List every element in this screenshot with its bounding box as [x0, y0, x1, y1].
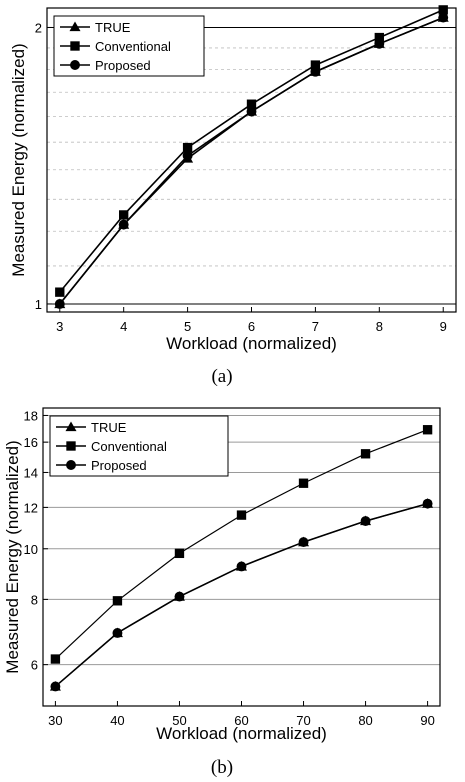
data-point-conventional: [55, 287, 65, 297]
data-point-conventional: [236, 510, 247, 520]
y-tick-label: 16: [24, 435, 38, 450]
y-tick-label: 6: [31, 658, 38, 673]
chart-a: 1 2 3 4 5 6 7 8 9 TRUE Conventional Proposed Workloa…: [9, 5, 457, 387]
data-point-conventional: [360, 449, 371, 459]
data-point-conventional: [310, 60, 321, 70]
data-point-conventional: [374, 32, 384, 43]
legend-marker-conventional: [70, 41, 80, 51]
data-point-conventional: [182, 142, 193, 153]
legend-marker-conventional: [66, 441, 76, 451]
data-point-proposed: [246, 106, 257, 117]
y-tick-label: 1: [35, 297, 42, 312]
data-point-conventional: [50, 654, 61, 664]
legend-label: Conventional: [91, 439, 167, 454]
data-point-conventional: [246, 99, 257, 109]
data-point-proposed: [118, 219, 129, 230]
x-tick-label: 5: [184, 319, 191, 334]
data-point-proposed: [298, 537, 309, 548]
data-point-proposed: [422, 498, 433, 509]
y-tick-label: 8: [31, 592, 38, 607]
x-tick-label: 7: [312, 319, 319, 334]
series-line-true: [55, 503, 428, 687]
data-point-proposed: [174, 591, 185, 602]
legend-marker-true: [65, 421, 77, 432]
data-point-proposed: [236, 561, 247, 572]
data-point-proposed: [50, 681, 61, 692]
x-tick-label: 40: [110, 713, 124, 728]
y-axis-label: Measured Energy (normalized): [9, 43, 28, 276]
legend-label: TRUE: [91, 420, 127, 435]
legend-label: Conventional: [95, 39, 171, 54]
y-tick-label: 2: [35, 20, 42, 35]
chart-b: 6 8 10 12 14 16 18 30 40 50 60 70 80 90 TRUE Convention…: [3, 407, 441, 778]
x-tick-label: 6: [248, 319, 255, 334]
data-point-proposed: [182, 150, 193, 161]
data-point-proposed: [374, 38, 385, 49]
y-tick-label: 12: [24, 500, 38, 515]
x-tick-label: 9: [440, 319, 447, 334]
data-point-proposed: [310, 66, 321, 77]
data-point-conventional: [438, 5, 448, 15]
y-tick-label: 14: [24, 465, 38, 480]
x-tick-label: 70: [296, 713, 310, 728]
x-tick-label: 8: [376, 319, 383, 334]
x-axis-label: Workload (normalized): [156, 724, 327, 743]
x-tick-label: 30: [48, 713, 62, 728]
x-tick-label: 60: [234, 713, 248, 728]
data-point-proposed: [112, 627, 123, 638]
y-axis-label: Measured Energy (normalized): [3, 440, 22, 673]
legend-label: Proposed: [91, 458, 147, 473]
x-tick-label: 80: [358, 713, 372, 728]
data-point-proposed: [438, 12, 449, 23]
data-point-conventional: [298, 478, 309, 488]
legend-marker-true: [69, 21, 81, 32]
data-point-proposed: [360, 516, 371, 526]
y-tick-label: 18: [24, 408, 38, 423]
x-tick-label: 4: [120, 319, 127, 334]
x-tick-label: 50: [172, 713, 186, 728]
y-tick-label: 10: [24, 542, 38, 557]
data-point-conventional: [112, 596, 123, 606]
data-point-conventional: [422, 425, 433, 435]
legend-marker-proposed: [66, 460, 76, 470]
figure-caption: (a): [211, 366, 232, 387]
data-point-conventional: [174, 548, 185, 559]
x-axis-label: Workload (normalized): [166, 334, 337, 353]
figure-caption: (b): [211, 757, 233, 778]
legend-marker-proposed: [70, 60, 80, 70]
x-tick-label: 90: [420, 713, 434, 728]
legend-label: TRUE: [95, 20, 131, 35]
legend-label: Proposed: [95, 58, 151, 73]
x-tick-label: 3: [56, 319, 63, 334]
data-point-conventional: [119, 210, 129, 220]
series-line-proposed: [54, 502, 428, 688]
data-point-proposed: [54, 298, 65, 309]
